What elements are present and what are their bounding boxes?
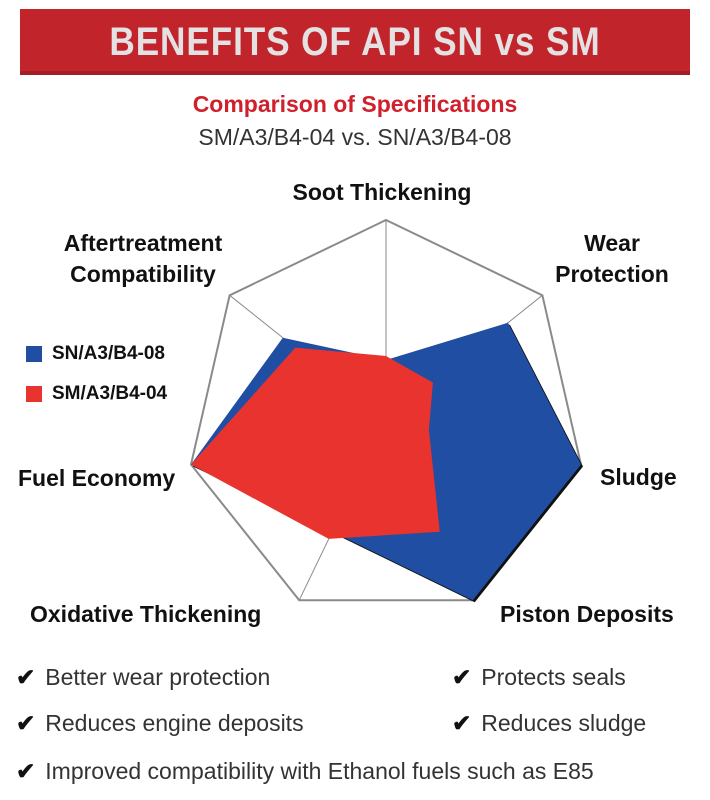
legend-item-sn: SN/A3/B4-08 [26,343,165,365]
legend-label-sn: SN/A3/B4-08 [52,343,165,364]
check-icon: ✔ [452,664,472,690]
list-item: ✔ Protects seals [452,664,626,691]
axis-label: Wear [584,230,640,256]
list-item: ✔ Improved compatibility with Ethanol fue… [16,758,594,785]
benefit-text: Reduces engine deposits [45,710,304,736]
header-banner: BENEFITS OF API SN vs SM [20,9,690,75]
benefit-text: Reduces sludge [481,710,647,736]
legend-label-sm: SM/A3/B4-04 [52,383,168,404]
check-icon: ✔ [452,710,472,736]
series-area-sm [191,347,440,539]
legend-swatch-sn [26,346,42,362]
axis-label: Compatibility [70,261,216,287]
axis-label: Oxidative Thickening [30,601,261,627]
axis-label: Protection [555,261,669,287]
axis-label: Aftertreatment [64,230,223,256]
check-icon: ✔ [16,758,36,784]
chart-subtitle-specs: SM/A3/B4-04 vs. SN/A3/B4-08 [198,124,512,150]
benefit-text: Better wear protection [45,664,271,690]
page-title: BENEFITS OF API SN vs SM [109,20,601,64]
chart-subtitle: Comparison of Specifications [192,91,518,117]
check-icon: ✔ [16,710,36,736]
benefit-text: Protects seals [481,664,626,690]
legend-swatch-sm [26,386,42,402]
axis-label: Fuel Economy [18,465,175,491]
benefit-text: Improved compatibility with Ethanol fuel… [45,758,594,784]
axis-label: Sludge [600,464,677,490]
list-item: ✔ Reduces sludge [452,710,646,737]
axis-label: Soot Thickening [293,179,472,205]
check-icon: ✔ [16,664,36,690]
legend-item-sm: SM/A3/B4-04 [26,383,167,405]
list-item: ✔ Reduces engine deposits [16,710,304,737]
list-item: ✔ Better wear protection [16,664,270,691]
axis-label: Piston Deposits [500,601,674,627]
